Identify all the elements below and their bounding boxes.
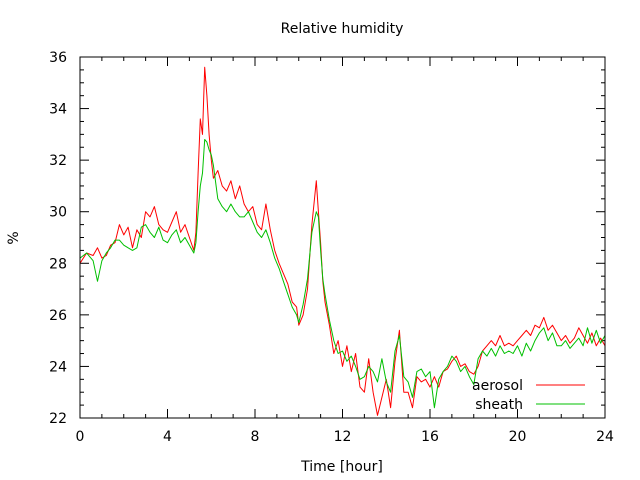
series-line-sheath	[79, 139, 606, 409]
x-tick-label: 4	[163, 429, 172, 445]
axis-ticks	[79, 56, 606, 419]
legend-label-sheath: sheath	[475, 397, 523, 413]
y-tick-label: 30	[49, 205, 67, 221]
x-tick-label: 20	[509, 429, 527, 445]
series-line-aerosol	[79, 66, 606, 416]
legend-label-aerosol: aerosol	[472, 378, 523, 394]
y-tick-label: 32	[49, 153, 67, 169]
y-tick-label: 22	[49, 411, 67, 427]
axis-tick-labels: 0 4 8 12 16 20 24 22 24 26 28 30 32 34 36	[49, 50, 614, 445]
x-tick-label: 8	[251, 429, 260, 445]
series-lines	[79, 66, 606, 416]
y-tick-label: 26	[49, 308, 67, 324]
y-tick-label: 36	[49, 50, 67, 66]
plot-frame	[79, 56, 606, 419]
x-tick-label: 24	[596, 429, 614, 445]
y-tick-label: 34	[49, 102, 67, 118]
x-tick-label: 12	[334, 429, 352, 445]
x-tick-label: 16	[421, 429, 439, 445]
y-tick-label: 28	[49, 256, 67, 272]
legend: aerosol sheath	[472, 378, 585, 413]
y-axis-label: %	[6, 231, 22, 244]
chart-title: Relative humidity	[281, 21, 404, 37]
x-axis-label: Time [hour]	[300, 459, 383, 475]
y-tick-label: 24	[49, 359, 67, 375]
x-tick-label: 0	[76, 429, 85, 445]
